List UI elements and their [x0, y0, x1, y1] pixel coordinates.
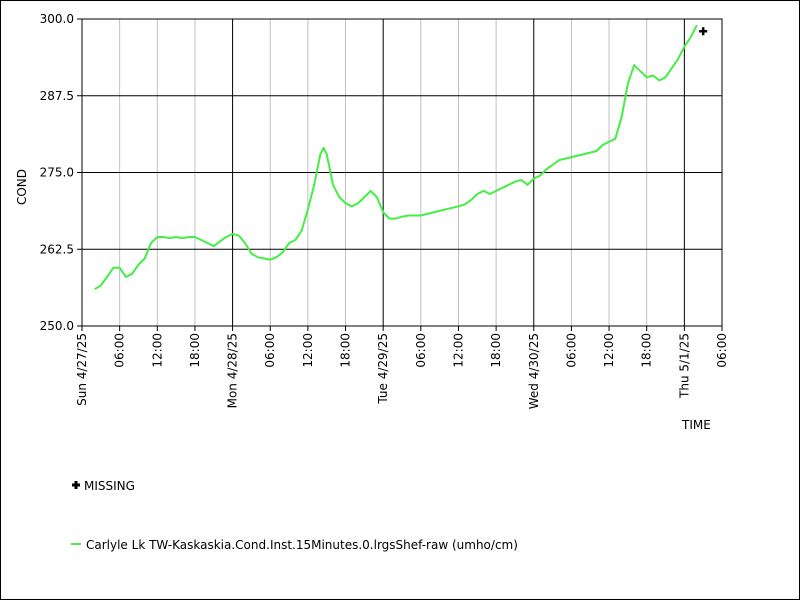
series-layer — [93, 24, 698, 291]
x-tick-label: 06:00 — [564, 333, 578, 368]
x-tick-label: 18:00 — [339, 333, 353, 368]
series-line — [93, 24, 698, 291]
x-tick-label: 06:00 — [263, 333, 277, 368]
y-axis-label: COND — [15, 169, 29, 205]
missing-marker — [699, 27, 708, 36]
x-tick-label: 18:00 — [640, 333, 654, 368]
x-tick-label: 12:00 — [602, 333, 616, 368]
x-tick-label: 12:00 — [150, 333, 164, 368]
x-tick-label: 06:00 — [414, 333, 428, 368]
x-tick-label: 12:00 — [301, 333, 315, 368]
y-tick-label: 275.0 — [40, 166, 74, 180]
grid — [81, 18, 723, 327]
y-tick-label: 250.0 — [40, 319, 74, 333]
x-tick-label: Tue 4/29/25 — [376, 333, 390, 405]
x-tick-label: 18:00 — [489, 333, 503, 368]
legend: MISSING Carlyle Lk TW-Kaskaskia.Cond.Ins… — [71, 479, 518, 552]
x-tick-label: Wed 4/30/25 — [527, 333, 541, 409]
x-tick-label: Thu 5/1/25 — [677, 333, 691, 399]
missing-markers — [699, 27, 708, 36]
x-tick-label: 18:00 — [188, 333, 202, 368]
legend-missing-label: MISSING — [84, 479, 135, 493]
legend-series-label: Carlyle Lk TW-Kaskaskia.Cond.Inst.15Minu… — [86, 538, 518, 552]
x-axis-label: TIME — [681, 418, 711, 432]
y-tick-label: 287.5 — [40, 89, 74, 103]
y-tick-label: 262.5 — [40, 242, 74, 256]
x-tick-label: 06:00 — [715, 333, 729, 368]
y-tick-label: 300.0 — [40, 12, 74, 26]
x-tick-label: Sun 4/27/25 — [75, 333, 89, 406]
x-tick-label: 06:00 — [113, 333, 127, 368]
missing-legend-icon — [72, 481, 80, 489]
tick-labels: Sun 4/27/25 06:00 12:00 18:00 Mon 4/28/25 06:… — [40, 12, 729, 409]
x-tick-label: Mon 4/28/25 — [226, 333, 240, 408]
x-tick-label: 12:00 — [451, 333, 465, 368]
